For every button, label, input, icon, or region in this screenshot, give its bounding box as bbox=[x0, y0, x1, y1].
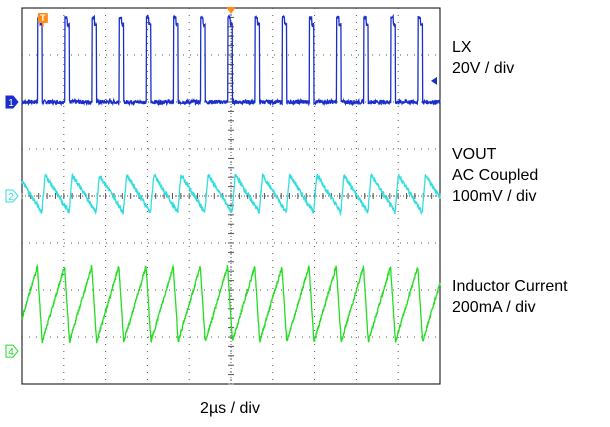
vout-label-coupling: AC Coupled bbox=[452, 167, 539, 184]
lx-offset-arrow bbox=[431, 76, 437, 85]
channel-4-marker: 4 bbox=[5, 344, 19, 358]
inductor-label-name: Inductor Current bbox=[452, 278, 568, 295]
channel-marker-shape bbox=[5, 95, 19, 109]
channel-marker-label: 4 bbox=[8, 347, 14, 358]
inductor-channel-label: Inductor Current 200mA / div bbox=[452, 276, 568, 318]
trigger-marker-label: T bbox=[40, 13, 46, 23]
trigger-position-marker bbox=[226, 7, 236, 14]
trigger-marker: T bbox=[37, 13, 48, 27]
vout-trace bbox=[21, 172, 441, 217]
lx-label-scale: 20V / div bbox=[452, 60, 515, 77]
channel-2-marker: 2 bbox=[5, 189, 19, 203]
traces bbox=[21, 13, 441, 344]
markers: 1 2 4 T bbox=[5, 7, 437, 358]
channel-marker-label: 2 bbox=[8, 192, 14, 203]
channel-marker-shape bbox=[5, 189, 19, 203]
inductor-trace bbox=[21, 263, 441, 344]
vout-label-scale: 100mV / div bbox=[452, 188, 537, 205]
grid bbox=[21, 7, 441, 385]
trigger-marker-box bbox=[37, 13, 48, 23]
x-axis-label: 2µs / div bbox=[200, 400, 260, 417]
channel-marker-shape bbox=[5, 344, 19, 358]
channel-marker-label: 1 bbox=[8, 98, 14, 109]
vout-label-name: VOUT bbox=[452, 146, 497, 163]
lx-label-name: LX bbox=[452, 39, 472, 56]
lx-trace bbox=[21, 13, 441, 107]
vout-channel-label: VOUT AC Coupled 100mV / div bbox=[452, 144, 538, 207]
lx-channel-label: LX 20V / div bbox=[452, 37, 514, 79]
channel-1-marker: 1 bbox=[5, 95, 19, 109]
inductor-label-scale: 200mA / div bbox=[452, 299, 536, 316]
